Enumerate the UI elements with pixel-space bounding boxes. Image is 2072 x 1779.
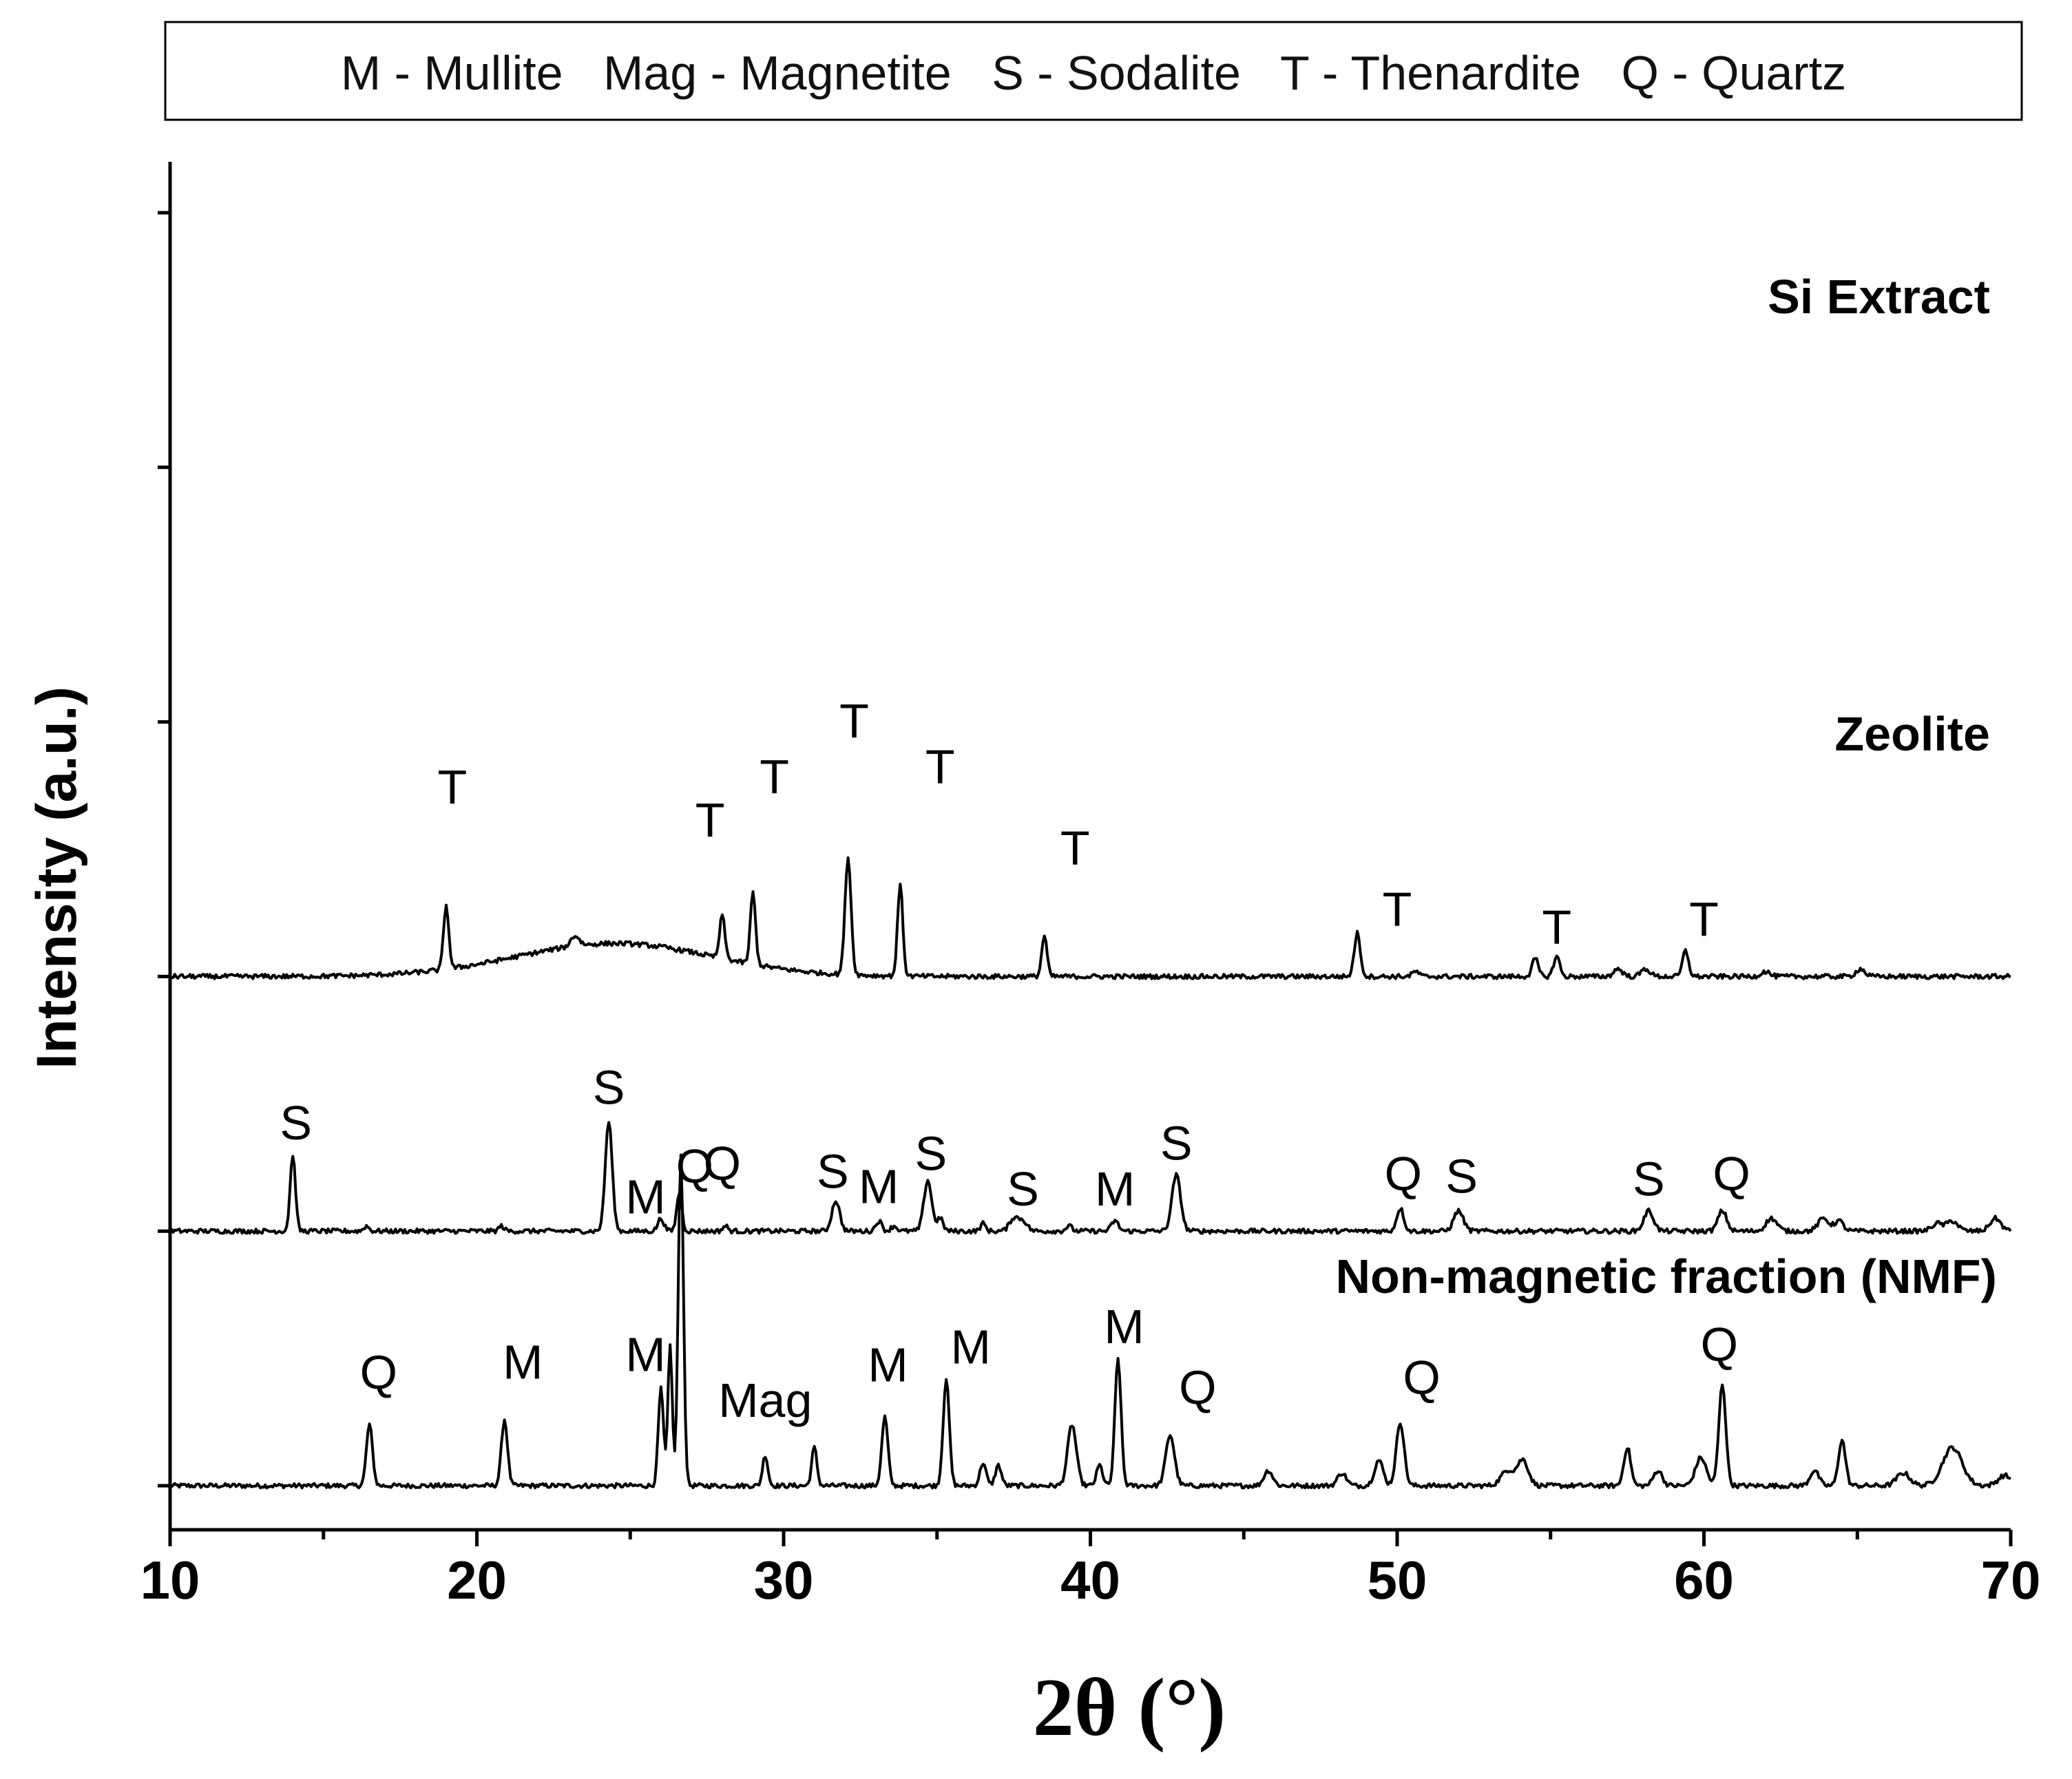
legend-box: M - Mullite Mag - Magnetite S - Sodalite… — [164, 21, 2023, 121]
peak-label-zeolite-5: M — [859, 1160, 899, 1214]
peak-label-non-magnetic-fraction-nmf-1: M — [503, 1336, 543, 1389]
x-axis-title: 2θ (°) — [1033, 1661, 1226, 1753]
peak-label-non-magnetic-fraction-nmf-9: Q — [1403, 1351, 1440, 1404]
peak-label-zeolite-6: S — [914, 1126, 947, 1180]
peak-label-zeolite-1: S — [593, 1060, 625, 1114]
series-name-si-extract: Si Extract — [1768, 270, 1990, 324]
peak-label-zeolite-8: M — [1095, 1162, 1135, 1216]
trace-zeolite — [169, 1121, 2012, 1235]
peak-label-si-extract-0: T — [438, 760, 468, 814]
peak-label-zeolite-10: Q — [1385, 1147, 1422, 1201]
trace-non-magnetic-fraction-nmf — [169, 1153, 2011, 1490]
peak-label-si-extract-6: T — [1383, 882, 1412, 936]
peak-label-non-magnetic-fraction-nmf-10: Q — [1701, 1318, 1738, 1371]
peak-label-non-magnetic-fraction-nmf-4: Mag — [718, 1373, 812, 1427]
traces — [169, 856, 2012, 1490]
peak-label-non-magnetic-fraction-nmf-7: M — [1104, 1300, 1144, 1354]
peak-label-non-magnetic-fraction-nmf-8: Q — [1179, 1361, 1216, 1415]
peak-label-si-extract-8: T — [1689, 892, 1719, 946]
peak-label-si-extract-5: T — [1060, 821, 1090, 875]
legend-text: M - Mullite Mag - Magnetite S - Sodalite… — [341, 46, 1846, 100]
peak-label-zeolite-13: Q — [1713, 1147, 1750, 1201]
peak-label-non-magnetic-fraction-nmf-6: M — [951, 1320, 991, 1374]
peak-label-non-magnetic-fraction-nmf-5: M — [868, 1338, 908, 1391]
peak-label-zeolite-9: S — [1160, 1117, 1193, 1170]
peak-label-si-extract-7: T — [1542, 900, 1571, 954]
x-tick-label-60: 60 — [1674, 1550, 1734, 1610]
x-ticks: 10 20 30 40 50 60 70 — [140, 1530, 2041, 1610]
peak-label-zeolite-2: M — [625, 1170, 665, 1223]
legend-frame — [164, 21, 2023, 121]
peak-label-zeolite-11: S — [1445, 1150, 1478, 1203]
trace-si-extract — [169, 856, 2011, 980]
y-ticks — [158, 211, 170, 1488]
y-axis-title: Intensity (a.u.) — [25, 686, 88, 1069]
peak-label-si-extract-2: T — [760, 750, 789, 803]
peak-label-zeolite-0: S — [280, 1096, 312, 1150]
series-name-non-magnetic-fraction-nmf: Non-magnetic fraction (NMF) — [1335, 1250, 1997, 1303]
peak-label-zeolite-12: S — [1633, 1152, 1665, 1206]
peak-label-zeolite-4: S — [817, 1144, 849, 1198]
peak-label-non-magnetic-fraction-nmf-2: M — [625, 1328, 665, 1382]
series-names: Non-magnetic fraction (NMF) Zeolite Si Ext… — [1335, 270, 1997, 1303]
x-tick-label-20: 20 — [447, 1550, 507, 1610]
x-tick-label-10: 10 — [140, 1550, 200, 1610]
x-tick-label-40: 40 — [1060, 1550, 1120, 1610]
x-tick-label-70: 70 — [1981, 1550, 2041, 1610]
peak-label-zeolite-3: Q — [676, 1139, 713, 1193]
peak-label-zeolite-7: S — [1007, 1162, 1039, 1216]
peak-label-non-magnetic-fraction-nmf-3: Q — [704, 1137, 741, 1190]
x-tick-label-30: 30 — [754, 1550, 814, 1610]
x-tick-label-50: 50 — [1368, 1550, 1427, 1610]
peak-label-non-magnetic-fraction-nmf-0: Q — [360, 1346, 397, 1400]
peak-label-si-extract-1: T — [695, 793, 725, 847]
peak-label-si-extract-4: T — [925, 739, 955, 793]
peak-label-si-extract-3: T — [839, 694, 869, 748]
series-name-zeolite: Zeolite — [1834, 707, 1990, 761]
